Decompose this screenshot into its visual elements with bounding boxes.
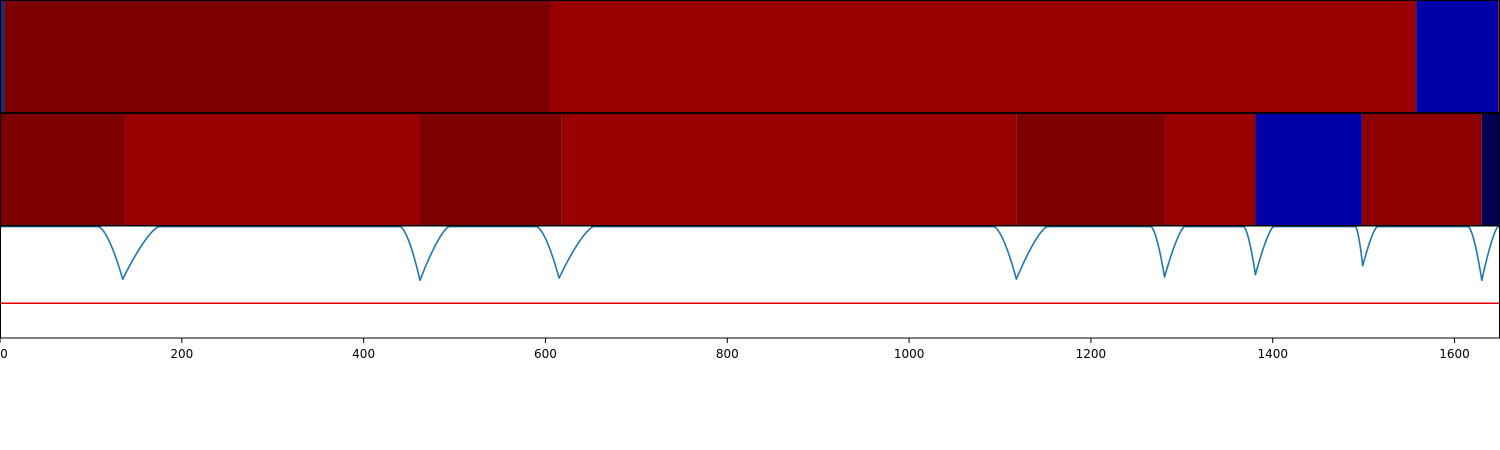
x-tick-label-6: 1200 — [1076, 347, 1107, 361]
top-heatmap-cell-0 — [0, 0, 5, 112]
x-tick-label-3: 600 — [534, 347, 557, 361]
x-tick-label-7: 1400 — [1257, 347, 1288, 361]
x-tick-label-4: 800 — [716, 347, 739, 361]
middle-heatmap-cell-3 — [561, 113, 1017, 225]
middle-heatmap-cell-6 — [1255, 113, 1362, 225]
bottom-line-panel — [0, 225, 1500, 305]
top-heatmap-cell-3 — [1416, 0, 1499, 112]
top-heatmap-cell-1 — [4, 0, 550, 112]
x-tick-label-1: 200 — [170, 347, 193, 361]
middle-heatmap-cell-4 — [1016, 113, 1165, 225]
x-tick-label-0: 0 — [0, 347, 8, 361]
middle-heatmap-cell-7 — [1361, 113, 1482, 225]
middle-heatmap-cell-5 — [1164, 113, 1256, 225]
x-tick-label-8: 1600 — [1439, 347, 1470, 361]
top-heatmap-panel — [0, 0, 1500, 112]
middle-heatmap-cell-0 — [0, 113, 125, 225]
middle-heatmap-cell-2 — [420, 113, 562, 225]
x-tick-label-2: 400 — [352, 347, 375, 361]
middle-heatmap-cell-8 — [1481, 113, 1500, 225]
x-tick-label-5: 1000 — [894, 347, 925, 361]
middle-heatmap-panel — [0, 113, 1500, 225]
x-axis: 0 200 400 600 800 1000 1200 1400 1600 — [0, 338, 1470, 361]
middle-heatmap-cell-1 — [124, 113, 420, 225]
series-line — [0, 225, 1500, 282]
top-heatmap-cell-2 — [550, 0, 1417, 112]
